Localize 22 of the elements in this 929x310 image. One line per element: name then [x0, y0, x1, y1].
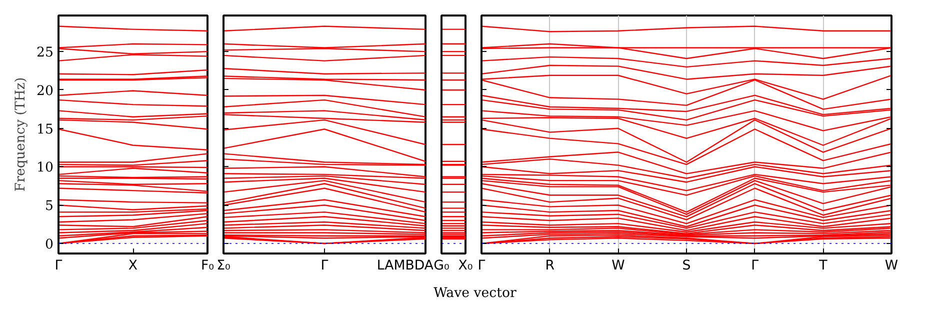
- x-tick-label: X₀: [458, 258, 473, 274]
- y-tick-label: 0: [45, 238, 54, 253]
- x-tick-label: S: [682, 258, 691, 274]
- y-tick-label: 10: [36, 160, 54, 176]
- y-tick-label: 5: [45, 199, 54, 214]
- x-tick-label: Σ₀: [216, 258, 230, 274]
- x-axis-title: Wave vector: [434, 285, 516, 303]
- x-tick-label: R: [545, 258, 554, 274]
- x-tick-label: T: [818, 258, 828, 274]
- y-tick-label: 15: [36, 122, 54, 138]
- x-tick-label: G₀: [434, 258, 450, 274]
- x-tick-label: Γ: [54, 258, 63, 274]
- x-tick-label: F₀: [200, 258, 214, 274]
- x-tick-label: X: [128, 258, 138, 274]
- x-tick-label: W: [612, 258, 625, 274]
- x-tick-label: Γ: [478, 258, 486, 274]
- y-tick-label: 20: [36, 84, 54, 99]
- y-tick-label: 25: [36, 46, 54, 61]
- x-tick-label: W: [884, 258, 898, 274]
- x-tick-label: Γ: [751, 258, 760, 274]
- x-tick-label: Γ: [320, 258, 329, 274]
- y-axis-title: Frequency (THz): [14, 77, 29, 192]
